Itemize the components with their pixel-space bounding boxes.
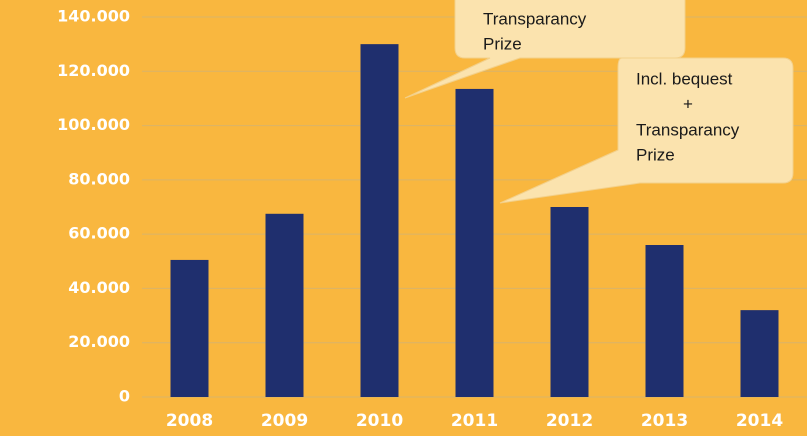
x-tick-label: 2014 — [736, 411, 783, 431]
y-tick-label: 60.000 — [68, 224, 130, 243]
annotation-line: Transparancy — [483, 9, 587, 28]
annotation-line: Incl. bequest — [636, 69, 733, 88]
annotation-line: Prize — [483, 34, 522, 53]
bar — [550, 207, 589, 397]
y-tick-label: 0 — [119, 387, 130, 406]
y-tick-label: 100.000 — [57, 115, 130, 134]
y-tick-label: 20.000 — [68, 332, 130, 351]
callout — [404, 0, 686, 99]
y-tick-label: 80.000 — [68, 169, 130, 188]
y-tick-label: 40.000 — [68, 278, 130, 297]
bar — [455, 88, 494, 397]
callout — [499, 57, 794, 204]
x-tick-label: 2009 — [261, 411, 308, 431]
annotation-line: Transparancy — [636, 120, 740, 139]
bar — [740, 310, 779, 397]
x-tick-label: 2011 — [451, 411, 498, 431]
x-tick-label: 2012 — [546, 411, 593, 431]
y-tick-label: 140.000 — [57, 7, 130, 26]
bar — [645, 245, 684, 397]
x-tick-label: 2008 — [166, 411, 213, 431]
bars — [170, 44, 779, 398]
bar — [170, 259, 209, 397]
bar — [265, 213, 304, 397]
annotation-line: Prize — [636, 145, 675, 164]
bar — [360, 44, 399, 398]
x-tick-label: 2010 — [356, 411, 403, 431]
annotation-line: + — [683, 94, 693, 113]
y-tick-label: 120.000 — [57, 61, 130, 80]
x-tick-label: 2013 — [641, 411, 688, 431]
